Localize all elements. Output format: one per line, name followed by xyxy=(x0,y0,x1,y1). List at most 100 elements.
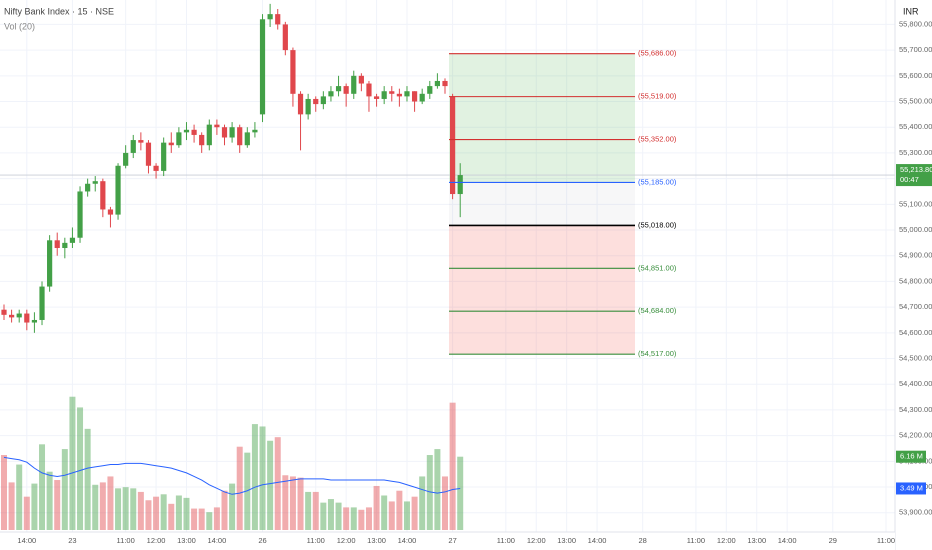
volume-bar xyxy=(145,500,152,530)
x-tick-label: 14:00 xyxy=(398,536,417,545)
candle-body xyxy=(450,96,456,195)
volume-bar xyxy=(213,507,220,530)
volume-bar xyxy=(175,495,182,530)
volume-pane xyxy=(1,396,464,530)
volume-ma-tag-label: 3.49 M xyxy=(900,483,923,492)
candle-body xyxy=(221,127,228,138)
volume-bar xyxy=(54,480,61,530)
neutral-zone xyxy=(449,182,635,226)
candle-body xyxy=(358,75,364,84)
candle-body xyxy=(389,91,395,94)
volume-bar xyxy=(259,426,266,530)
candle-body xyxy=(183,129,190,133)
candle-body xyxy=(343,86,349,94)
y-tick-label: 55,300.00 xyxy=(899,148,932,157)
volume-bar xyxy=(388,501,395,530)
candle-body xyxy=(404,91,410,97)
volume-bar xyxy=(305,491,312,530)
candle-body xyxy=(214,124,220,128)
price-axis-panel xyxy=(895,0,932,550)
x-tick-label: 14:00 xyxy=(778,536,797,545)
candle-body xyxy=(282,24,288,51)
x-tick-label: 12:00 xyxy=(337,536,356,545)
volume-bar xyxy=(457,456,464,530)
volume-bar xyxy=(335,502,342,530)
candle-body xyxy=(168,142,174,146)
volume-bar xyxy=(251,424,258,530)
volume-bar xyxy=(381,495,388,530)
volume-bar xyxy=(297,477,304,530)
y-tick-label: 54,700.00 xyxy=(899,302,932,311)
candle-body xyxy=(313,98,319,105)
level-label: (54,684.00) xyxy=(638,306,677,315)
y-tick-label: 54,200.00 xyxy=(899,431,932,440)
candle-body xyxy=(62,242,68,249)
volume-bar xyxy=(168,503,175,530)
candle-body xyxy=(297,93,304,115)
x-tick-label: 23 xyxy=(68,536,76,545)
volume-bar xyxy=(312,491,319,530)
candle-body xyxy=(1,309,7,315)
volume-bar xyxy=(61,449,68,530)
volume-bar xyxy=(449,402,456,530)
x-tick-label: 14:00 xyxy=(588,536,607,545)
candle-body xyxy=(366,83,372,97)
x-tick-label: 13:00 xyxy=(557,536,576,545)
y-tick-label: 55,500.00 xyxy=(899,97,932,106)
volume-bar xyxy=(282,475,289,530)
volume-bar xyxy=(31,483,38,530)
x-tick-label: 14:00 xyxy=(17,536,36,545)
volume-bar xyxy=(274,437,281,530)
volume-bar xyxy=(365,507,372,530)
volume-bar xyxy=(442,476,448,530)
volume-bar xyxy=(221,490,228,530)
candle-body xyxy=(396,93,402,97)
volume-bar xyxy=(8,482,15,530)
volume-bar xyxy=(130,488,137,530)
y-tick-label: 55,000.00 xyxy=(899,225,932,234)
volume-bar xyxy=(426,455,433,530)
candle-body xyxy=(199,134,205,146)
volume-bar xyxy=(115,488,122,530)
volume-tag-label: 6.16 M xyxy=(900,452,923,461)
grid xyxy=(0,0,895,532)
y-tick-label: 54,300.00 xyxy=(899,405,932,414)
level-label: (55,686.00) xyxy=(638,49,677,58)
candle-body xyxy=(115,165,121,215)
profit-zone xyxy=(449,53,635,183)
volume-bar xyxy=(206,512,213,530)
volume-bar xyxy=(191,508,198,530)
candle-body xyxy=(252,129,258,133)
volume-bar xyxy=(1,455,7,530)
x-tick-label: 28 xyxy=(639,536,647,545)
volume-bar xyxy=(236,446,243,530)
candle-body xyxy=(123,152,129,166)
candles xyxy=(1,3,463,333)
x-tick-label: 11:00 xyxy=(307,536,325,545)
volume-bar xyxy=(198,508,205,530)
volume-bar xyxy=(327,499,334,530)
candle-body xyxy=(237,127,243,146)
candle-body xyxy=(259,19,266,115)
candle-body xyxy=(107,209,114,215)
candle-body xyxy=(9,314,15,318)
candle-body xyxy=(427,86,433,94)
level-label: (55,018.00) xyxy=(638,220,677,229)
y-tick-label: 54,500.00 xyxy=(899,354,932,363)
x-tick-label: 11:00 xyxy=(497,536,515,545)
candle-body xyxy=(290,50,296,94)
volume-bar xyxy=(99,482,106,530)
volume-bar xyxy=(122,487,129,530)
candle-body xyxy=(77,191,83,238)
x-tick-label: 12:00 xyxy=(527,536,546,545)
volume-ma-line xyxy=(3,456,461,495)
candle-body xyxy=(153,165,159,171)
volume-bar xyxy=(77,407,84,530)
y-tick-label: 55,800.00 xyxy=(899,19,932,28)
x-tick-label: 11:00 xyxy=(687,536,705,545)
candle-body xyxy=(191,129,197,135)
currency: INR xyxy=(903,6,919,16)
y-tick-label: 55,400.00 xyxy=(899,122,932,131)
